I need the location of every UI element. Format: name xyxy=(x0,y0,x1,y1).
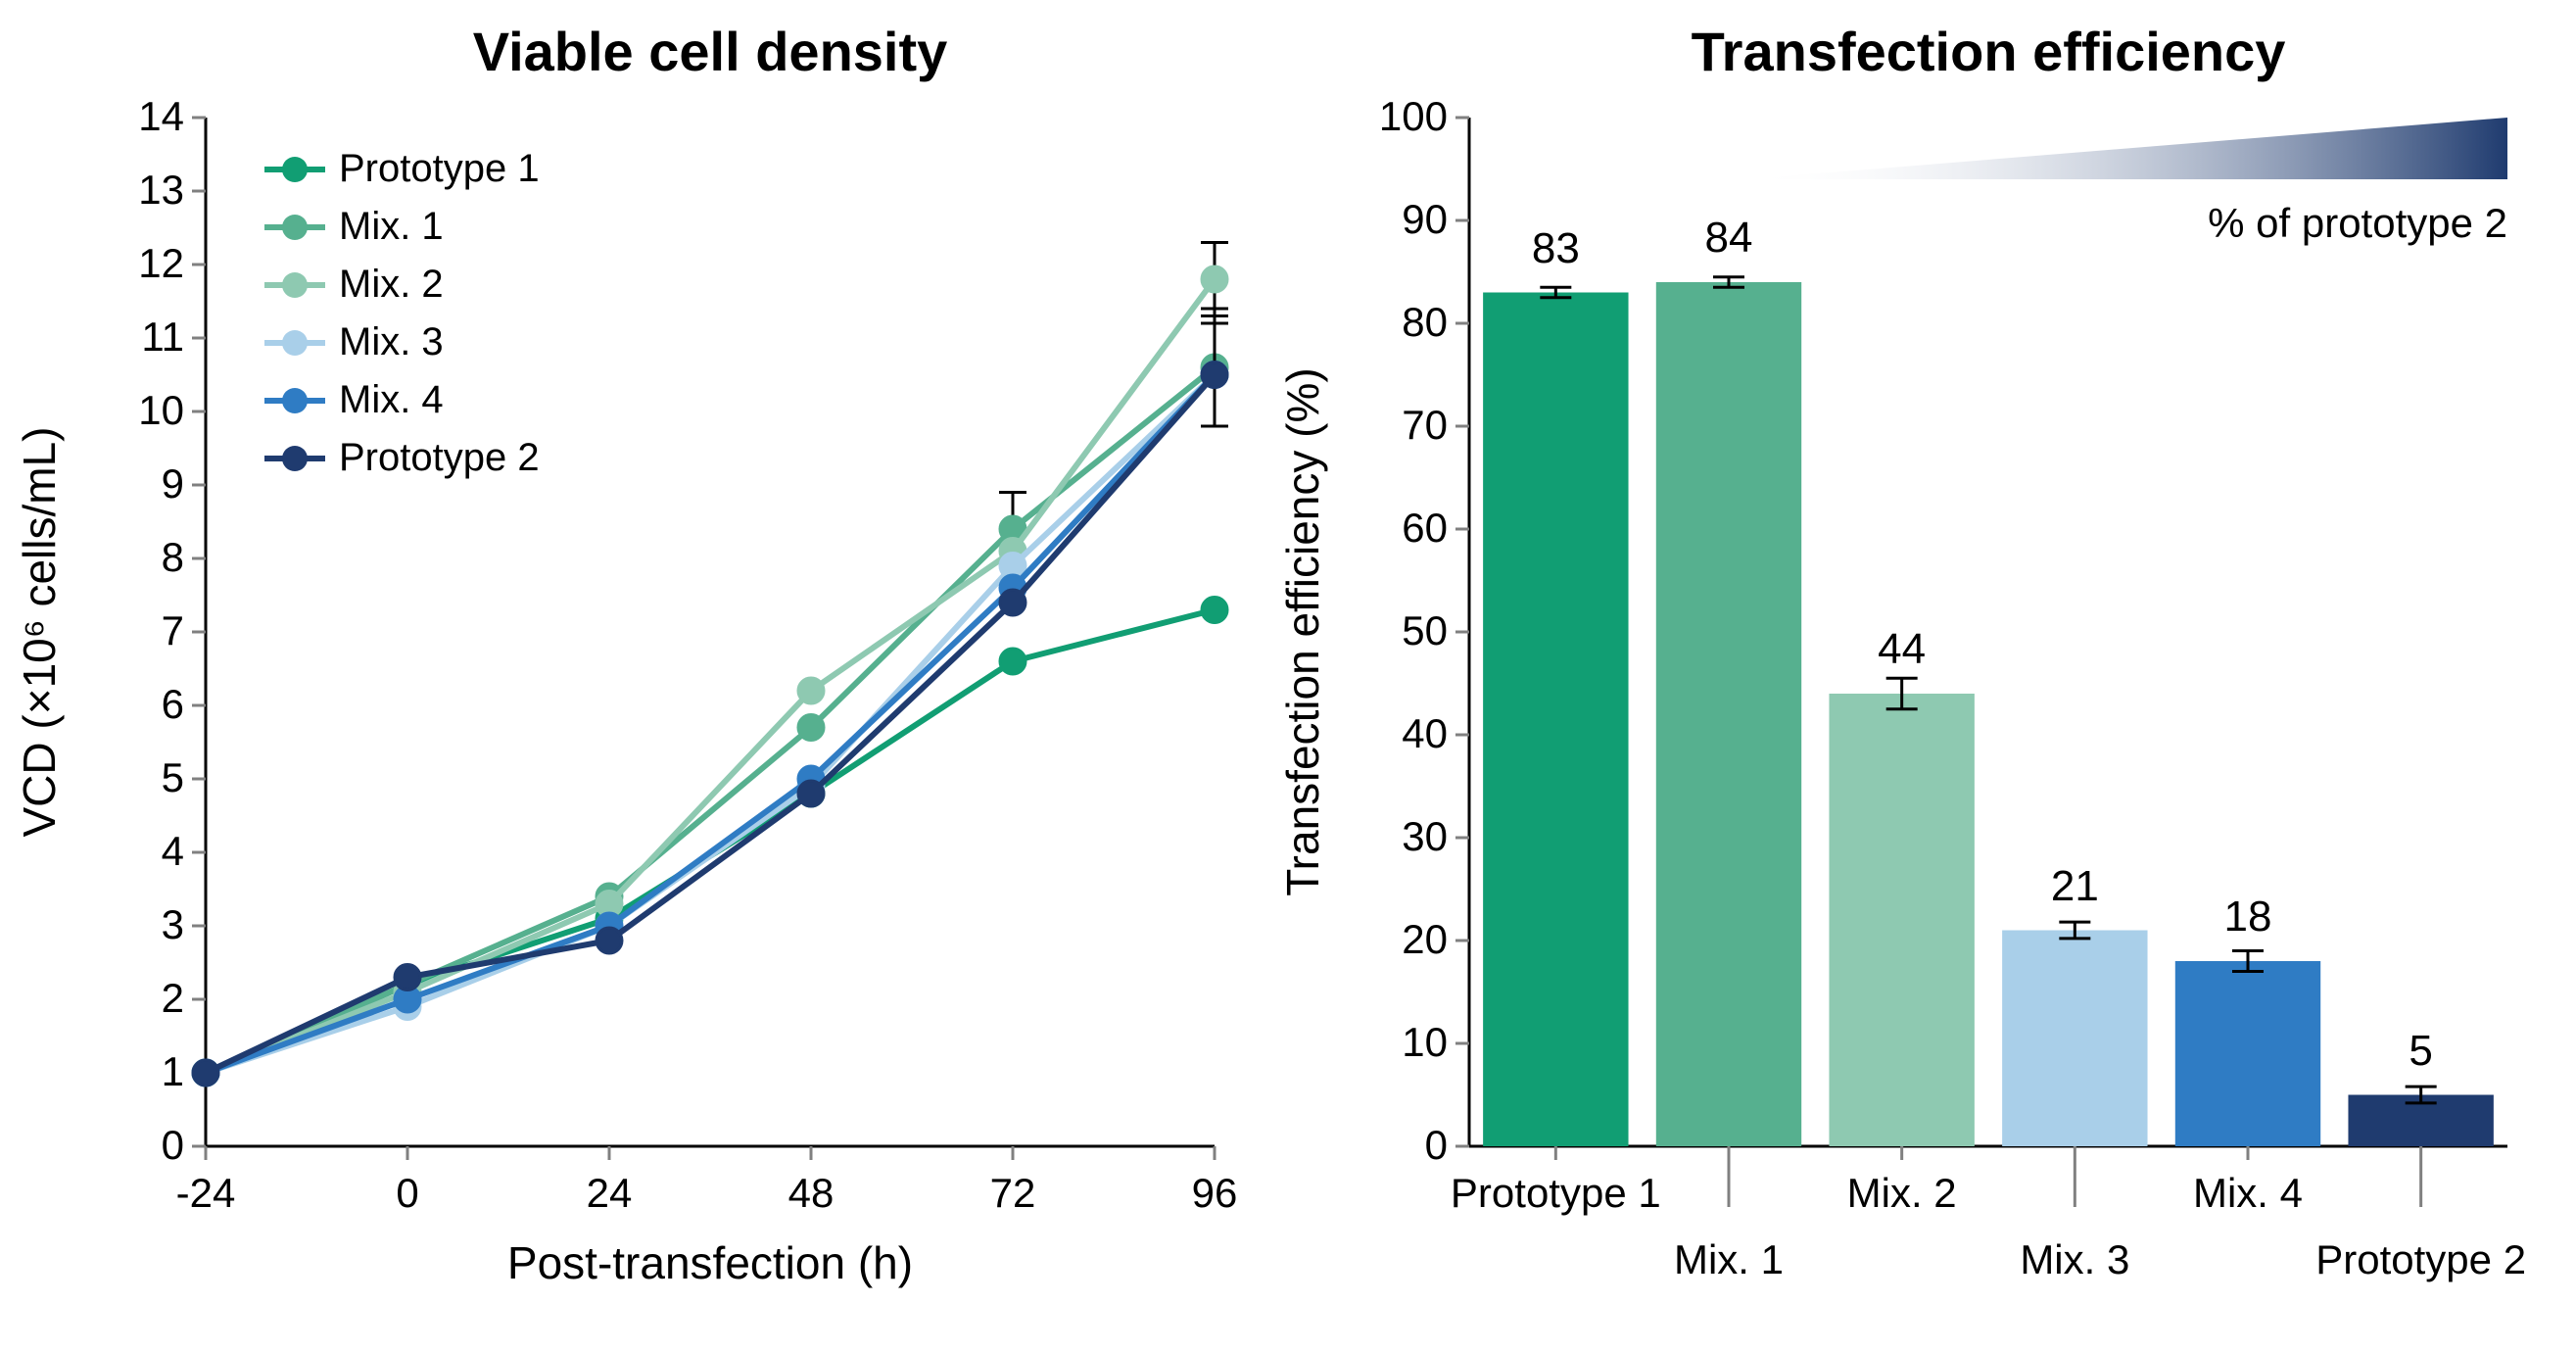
legend-item: Prototype 2 xyxy=(264,436,540,480)
legend-item: Prototype 1 xyxy=(264,147,540,191)
legend-label: Mix. 2 xyxy=(339,263,444,307)
bar-chart-y-tick-label: 40 xyxy=(1402,710,1448,757)
legend-item: Mix. 2 xyxy=(264,263,540,307)
legend-line xyxy=(264,398,325,404)
legend-line xyxy=(264,224,325,230)
line-chart-y-tick-label: 5 xyxy=(162,754,184,801)
bar-value-label: 18 xyxy=(2224,893,2272,942)
legend-item: Mix. 3 xyxy=(264,320,540,364)
legend-label: Prototype 2 xyxy=(339,436,540,480)
bar-category-label: Mix. 2 xyxy=(1847,1170,1957,1217)
line-chart-x-tick-label: 48 xyxy=(788,1170,835,1217)
line-chart-x-tick-label: -24 xyxy=(176,1170,236,1217)
bar-value-label: 83 xyxy=(1532,224,1580,273)
bar-chart-y-tick-label: 20 xyxy=(1402,916,1448,963)
legend-label: Prototype 1 xyxy=(339,147,540,191)
legend-line xyxy=(264,167,325,172)
legend-marker xyxy=(282,215,308,240)
line-chart-y-tick-label: 2 xyxy=(162,975,184,1022)
bar-chart-y-tick-label: 100 xyxy=(1379,93,1448,140)
line-chart-y-tick-label: 12 xyxy=(138,240,184,287)
line-chart-y-tick-label: 9 xyxy=(162,460,184,507)
legend-marker xyxy=(282,330,308,356)
line-chart-x-tick-label: 72 xyxy=(990,1170,1036,1217)
line-chart-x-tick-label: 96 xyxy=(1192,1170,1238,1217)
legend-label: Mix. 1 xyxy=(339,205,444,249)
bar-value-label: 84 xyxy=(1705,214,1753,263)
legend-item: Mix. 4 xyxy=(264,378,540,422)
legend-label: Mix. 4 xyxy=(339,378,444,422)
line-chart-y-tick-label: 13 xyxy=(138,167,184,214)
bar-category-label: Prototype 2 xyxy=(2315,1236,2526,1283)
line-chart-legend: Prototype 1 Mix. 1 Mix. 2 Mix. 3 Mix. 4 Proto… xyxy=(264,147,540,494)
legend-marker xyxy=(282,446,308,471)
bar-chart-y-tick-label: 80 xyxy=(1402,299,1448,346)
bar-chart-y-tick-label: 50 xyxy=(1402,607,1448,654)
legend-line xyxy=(264,340,325,346)
line-chart-y-tick-label: 8 xyxy=(162,534,184,581)
line-chart-y-tick-label: 11 xyxy=(141,314,184,361)
line-chart-y-tick-label: 7 xyxy=(162,607,184,654)
line-chart-y-tick-label: 3 xyxy=(162,901,184,948)
bar-chart-y-tick-label: 60 xyxy=(1402,505,1448,552)
bar-chart-svg xyxy=(1342,69,2576,1352)
legend-line xyxy=(264,456,325,461)
legend-item: Mix. 1 xyxy=(264,205,540,249)
bar-chart-y-tick-label: 0 xyxy=(1425,1122,1448,1169)
line-chart-y-tick-label: 10 xyxy=(138,387,184,434)
legend-marker xyxy=(282,157,308,182)
line-chart-y-tick-label: 14 xyxy=(138,93,184,140)
line-chart-y-tick-label: 6 xyxy=(162,681,184,728)
line-chart-x-tick-label: 0 xyxy=(396,1170,418,1217)
bar-category-label: Mix. 3 xyxy=(2020,1236,2129,1283)
line-chart-y-tick-label: 1 xyxy=(162,1048,184,1095)
legend-marker xyxy=(282,388,308,413)
stage: Viable cell density Transfection efficie… xyxy=(0,0,2576,1319)
line-chart-y-tick-label: 4 xyxy=(162,828,184,875)
bar-value-label: 5 xyxy=(2409,1027,2432,1076)
bar-chart-y-tick-label: 90 xyxy=(1402,196,1448,243)
legend-label: Mix. 3 xyxy=(339,320,444,364)
bar-value-label: 44 xyxy=(1878,625,1926,674)
line-chart-x-tick-label: 24 xyxy=(587,1170,633,1217)
bar-chart-y-tick-label: 30 xyxy=(1402,813,1448,860)
bar-chart-y-tick-label: 70 xyxy=(1402,402,1448,449)
bar-category-label: Mix. 1 xyxy=(1674,1236,1784,1283)
line-chart-y-tick-label: 0 xyxy=(162,1122,184,1169)
bar-chart-y-tick-label: 10 xyxy=(1402,1019,1448,1066)
bar-category-label: Prototype 1 xyxy=(1451,1170,1661,1217)
line-chart-y-label: VCD (×10⁶ cells/mL) xyxy=(13,427,66,838)
legend-line xyxy=(264,282,325,288)
bar-value-label: 21 xyxy=(2051,862,2099,911)
legend-marker xyxy=(282,272,308,298)
bar-category-label: Mix. 4 xyxy=(2193,1170,2303,1217)
